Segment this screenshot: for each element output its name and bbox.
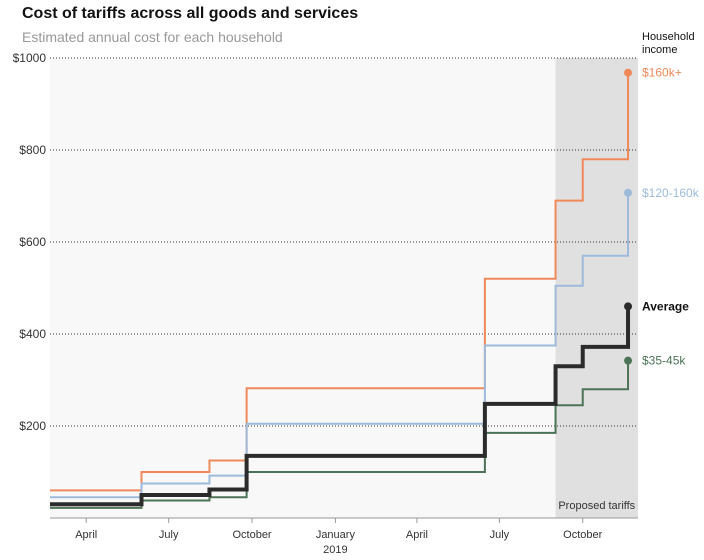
y-tick-label: $200 xyxy=(19,419,46,433)
proposed-tariffs-label: Proposed tariffs xyxy=(558,500,635,512)
x-tick-label: April xyxy=(406,529,428,541)
x-tick-label: July xyxy=(159,529,179,541)
y-tick-label: $800 xyxy=(19,143,46,157)
series-end-point-120-160k xyxy=(624,188,633,197)
x-tick-label: July xyxy=(490,529,510,541)
y-tick-label: $600 xyxy=(19,235,46,249)
legend-heading: Household income xyxy=(642,31,702,57)
x-tick-label: January xyxy=(316,529,356,541)
proposed-tariffs-region xyxy=(555,58,638,518)
x-tick-label: October xyxy=(563,529,602,541)
series-label-120-160k: $120-160k xyxy=(642,186,700,200)
series-end-point-35-45k xyxy=(624,356,633,365)
chart-subtitle: Estimated annual cost for each household xyxy=(22,29,283,45)
x-tick-label: April xyxy=(75,529,97,541)
series-label-35-45k: $35-45k xyxy=(642,354,686,368)
series-end-point-160k xyxy=(624,68,633,77)
y-tick-label: $1000 xyxy=(13,51,47,65)
chart-title: Cost of tariffs across all goods and ser… xyxy=(22,5,359,22)
series-label-average: Average xyxy=(642,299,689,313)
plot-background xyxy=(50,58,638,518)
series-line-average xyxy=(50,306,631,507)
series-line-35-45k xyxy=(50,360,630,509)
legend-heading-line-2: income xyxy=(642,44,678,56)
y-tick-label: $400 xyxy=(19,327,46,341)
x-tick-label: October xyxy=(232,529,271,541)
legend-heading-line-1: Household xyxy=(642,31,695,43)
x-tick-sublabel: 2019 xyxy=(323,544,347,556)
series-label-160k: $160k+ xyxy=(642,66,682,80)
series-end-point-average xyxy=(624,302,633,311)
